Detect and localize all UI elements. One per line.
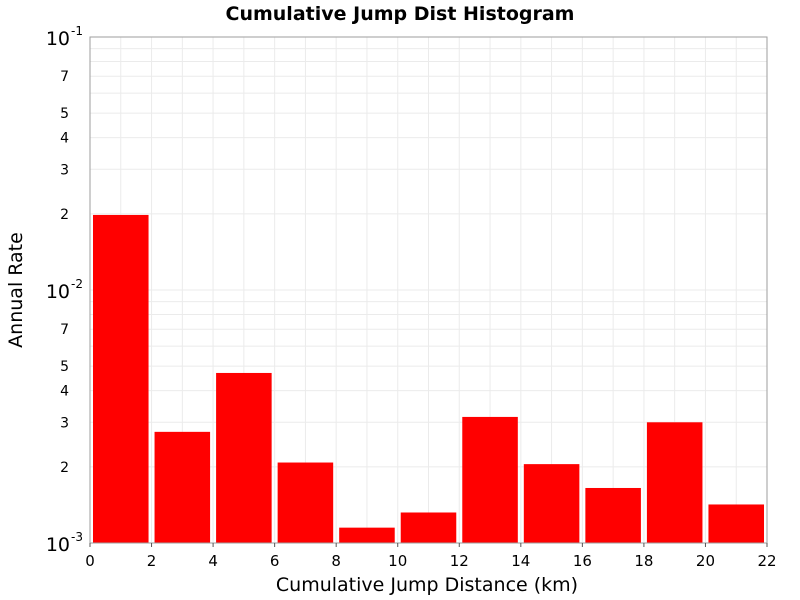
y-tick-label-minor: 4 <box>60 384 69 400</box>
y-tick-label-minor: 2 <box>60 460 69 476</box>
y-tick-label-minor: 5 <box>60 106 69 122</box>
x-tick-label: 12 <box>450 552 469 570</box>
histogram-bar <box>93 214 149 543</box>
chart-title: Cumulative Jump Dist Histogram <box>226 3 575 25</box>
histogram-bar <box>154 431 211 543</box>
x-tick-label: 14 <box>511 552 530 570</box>
x-tick-label: 10 <box>388 552 407 570</box>
plot-frame <box>89 36 768 544</box>
y-tick-exponent: -1 <box>71 24 83 38</box>
histogram-bar <box>646 422 703 543</box>
x-axis-label: Cumulative Jump Distance (km) <box>276 574 578 596</box>
x-tick-label: 16 <box>573 552 592 570</box>
histogram-bar <box>277 462 334 543</box>
x-tick-label: 22 <box>757 552 776 570</box>
histogram-bar <box>216 372 272 543</box>
histogram-bar <box>339 527 395 543</box>
y-axis-label: Annual Rate <box>5 232 27 348</box>
histogram-bar <box>462 416 518 543</box>
histogram-bar <box>585 487 641 543</box>
x-tick-label: 4 <box>208 552 218 570</box>
x-axis-ticks: 0 2 4 6 8 10 12 14 16 18 20 22 <box>85 543 777 570</box>
y-tick-label-major: 10 <box>46 534 70 556</box>
y-tick-label-minor: 3 <box>60 162 69 178</box>
y-tick-label-major: 10 <box>46 28 70 50</box>
x-tick-label: 0 <box>85 552 95 570</box>
y-tick-exponent: -2 <box>71 277 83 291</box>
bars <box>93 214 764 543</box>
y-tick-exponent: -3 <box>71 530 83 544</box>
x-tick-label: 18 <box>634 552 653 570</box>
histogram-bar <box>708 504 764 543</box>
y-tick-label-minor: 7 <box>60 322 69 338</box>
histogram-bar <box>523 464 580 543</box>
x-tick-label: 8 <box>331 552 341 570</box>
histogram-bar <box>400 512 457 543</box>
y-tick-label-major: 10 <box>46 281 70 303</box>
y-tick-label-minor: 2 <box>60 207 69 223</box>
x-tick-label: 2 <box>147 552 157 570</box>
y-tick-label-minor: 5 <box>60 359 69 375</box>
y-tick-label-minor: 3 <box>60 415 69 431</box>
x-tick-label: 6 <box>270 552 280 570</box>
y-tick-label-minor: 7 <box>60 69 69 85</box>
y-tick-label-minor: 4 <box>60 131 69 147</box>
x-tick-label: 20 <box>696 552 715 570</box>
